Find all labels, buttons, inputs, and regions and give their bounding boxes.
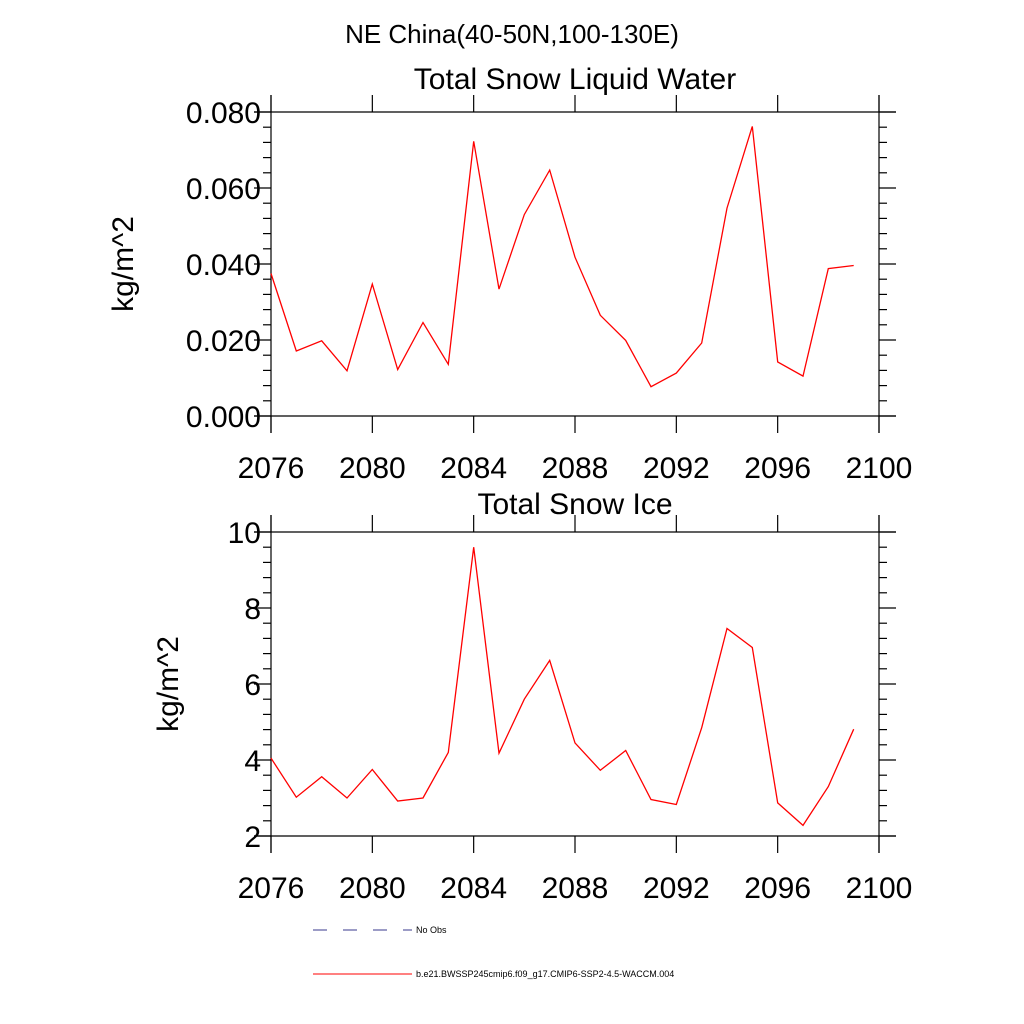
y-tick-label: 0.060 <box>186 173 261 206</box>
x-tick-label: 2088 <box>542 452 609 485</box>
x-tick-label: 2084 <box>440 452 507 485</box>
x-tick-label: 2100 <box>846 872 913 905</box>
region-title: NE China(40-50N,100-130E) <box>345 19 679 49</box>
chart-panels: Total Snow Liquid Water kg/m^2 2076 2080 208… <box>107 63 912 905</box>
y-tick-label: 2 <box>244 821 261 854</box>
x-tick-label: 2092 <box>643 872 710 905</box>
y-axis-label: kg/m^2 <box>107 216 140 312</box>
x-tick-label: 2100 <box>846 452 913 485</box>
x-tick-label: 2096 <box>744 452 811 485</box>
x-tick-label: 2084 <box>440 872 507 905</box>
chart-panel-1: Total Snow Liquid Water kg/m^2 2076 2080 208… <box>107 63 912 485</box>
x-tick-label: 2080 <box>339 452 406 485</box>
y-axis-label: kg/m^2 <box>152 636 185 732</box>
legend-no-obs-label: No Obs <box>416 925 447 935</box>
legend: No Obs b.e21.BWSSP245cmip6.f09_g17.CMIP6-… <box>313 925 674 979</box>
series-line-1 <box>270 547 855 827</box>
y-tick-label: 0.000 <box>186 401 261 434</box>
axis-ticks <box>254 95 896 433</box>
series-line-1 <box>270 126 854 388</box>
axis-ticks <box>254 515 896 853</box>
y-tick-label: 4 <box>244 745 261 778</box>
y-tick-label: 10 <box>228 517 261 550</box>
x-tick-label: 2076 <box>238 452 305 485</box>
chart-title: Total Snow Liquid Water <box>414 63 736 96</box>
x-tick-label: 2088 <box>542 872 609 905</box>
x-tick-label: 2076 <box>238 872 305 905</box>
y-tick-label: 0.020 <box>186 325 261 358</box>
x-tick-label: 2096 <box>744 872 811 905</box>
y-tick-label: 0.080 <box>186 97 261 130</box>
y-tick-label: 0.040 <box>186 249 261 282</box>
x-tick-label: 2080 <box>339 872 406 905</box>
y-tick-label: 8 <box>244 593 261 626</box>
legend-series-label: b.e21.BWSSP245cmip6.f09_g17.CMIP6-SSP2-4… <box>416 969 674 979</box>
y-tick-label: 6 <box>244 669 261 702</box>
x-tick-label: 2092 <box>643 452 710 485</box>
